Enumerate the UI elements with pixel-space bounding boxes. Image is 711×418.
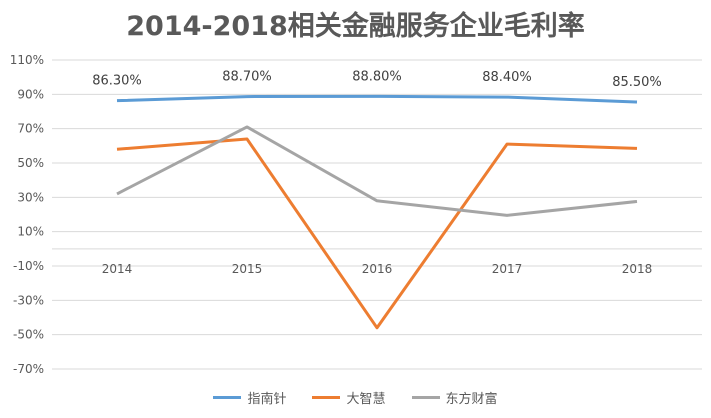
legend-label: 东方财富	[445, 392, 498, 407]
series-line	[116, 137, 638, 330]
legend-label: 大智慧	[346, 392, 386, 407]
y-tick-label: 110%	[10, 53, 44, 67]
series-line	[116, 125, 638, 217]
data-label: 86.30%	[92, 74, 142, 89]
data-label: 88.40%	[482, 70, 532, 85]
x-tick-label: 2015	[232, 262, 263, 276]
legend-swatch	[312, 396, 341, 399]
x-tick-label: 2014	[102, 262, 133, 276]
legend-item: 东方财富	[411, 388, 498, 407]
x-tick-label: 2016	[362, 262, 393, 276]
y-tick-label: 10%	[17, 225, 44, 239]
x-tick-label: 2018	[622, 262, 653, 276]
series-line	[116, 94, 638, 104]
y-tick-label: -30%	[13, 293, 44, 307]
chart-title: 2014-2018相关金融服务企业毛利率	[126, 11, 585, 42]
y-tick-label: 30%	[17, 190, 44, 204]
y-tick-label: 70%	[17, 122, 44, 136]
legend-swatch	[213, 396, 242, 399]
y-tick-label: 50%	[17, 156, 44, 170]
legend-item: 大智慧	[312, 388, 386, 407]
legend: 指南针 大智慧 东方财富	[0, 388, 711, 407]
legend-swatch	[411, 396, 440, 399]
y-tick-label: -50%	[13, 328, 44, 342]
data-label: 85.50%	[612, 75, 662, 90]
legend-item: 指南针	[213, 388, 286, 407]
y-tick-label: -70%	[13, 362, 44, 376]
data-label: 88.80%	[352, 69, 402, 84]
x-tick-label: 2017	[492, 262, 523, 276]
y-tick-label: -10%	[13, 259, 44, 273]
y-tick-label: 90%	[17, 87, 44, 101]
data-label: 88.70%	[222, 70, 272, 85]
legend-label: 指南针	[247, 392, 287, 407]
